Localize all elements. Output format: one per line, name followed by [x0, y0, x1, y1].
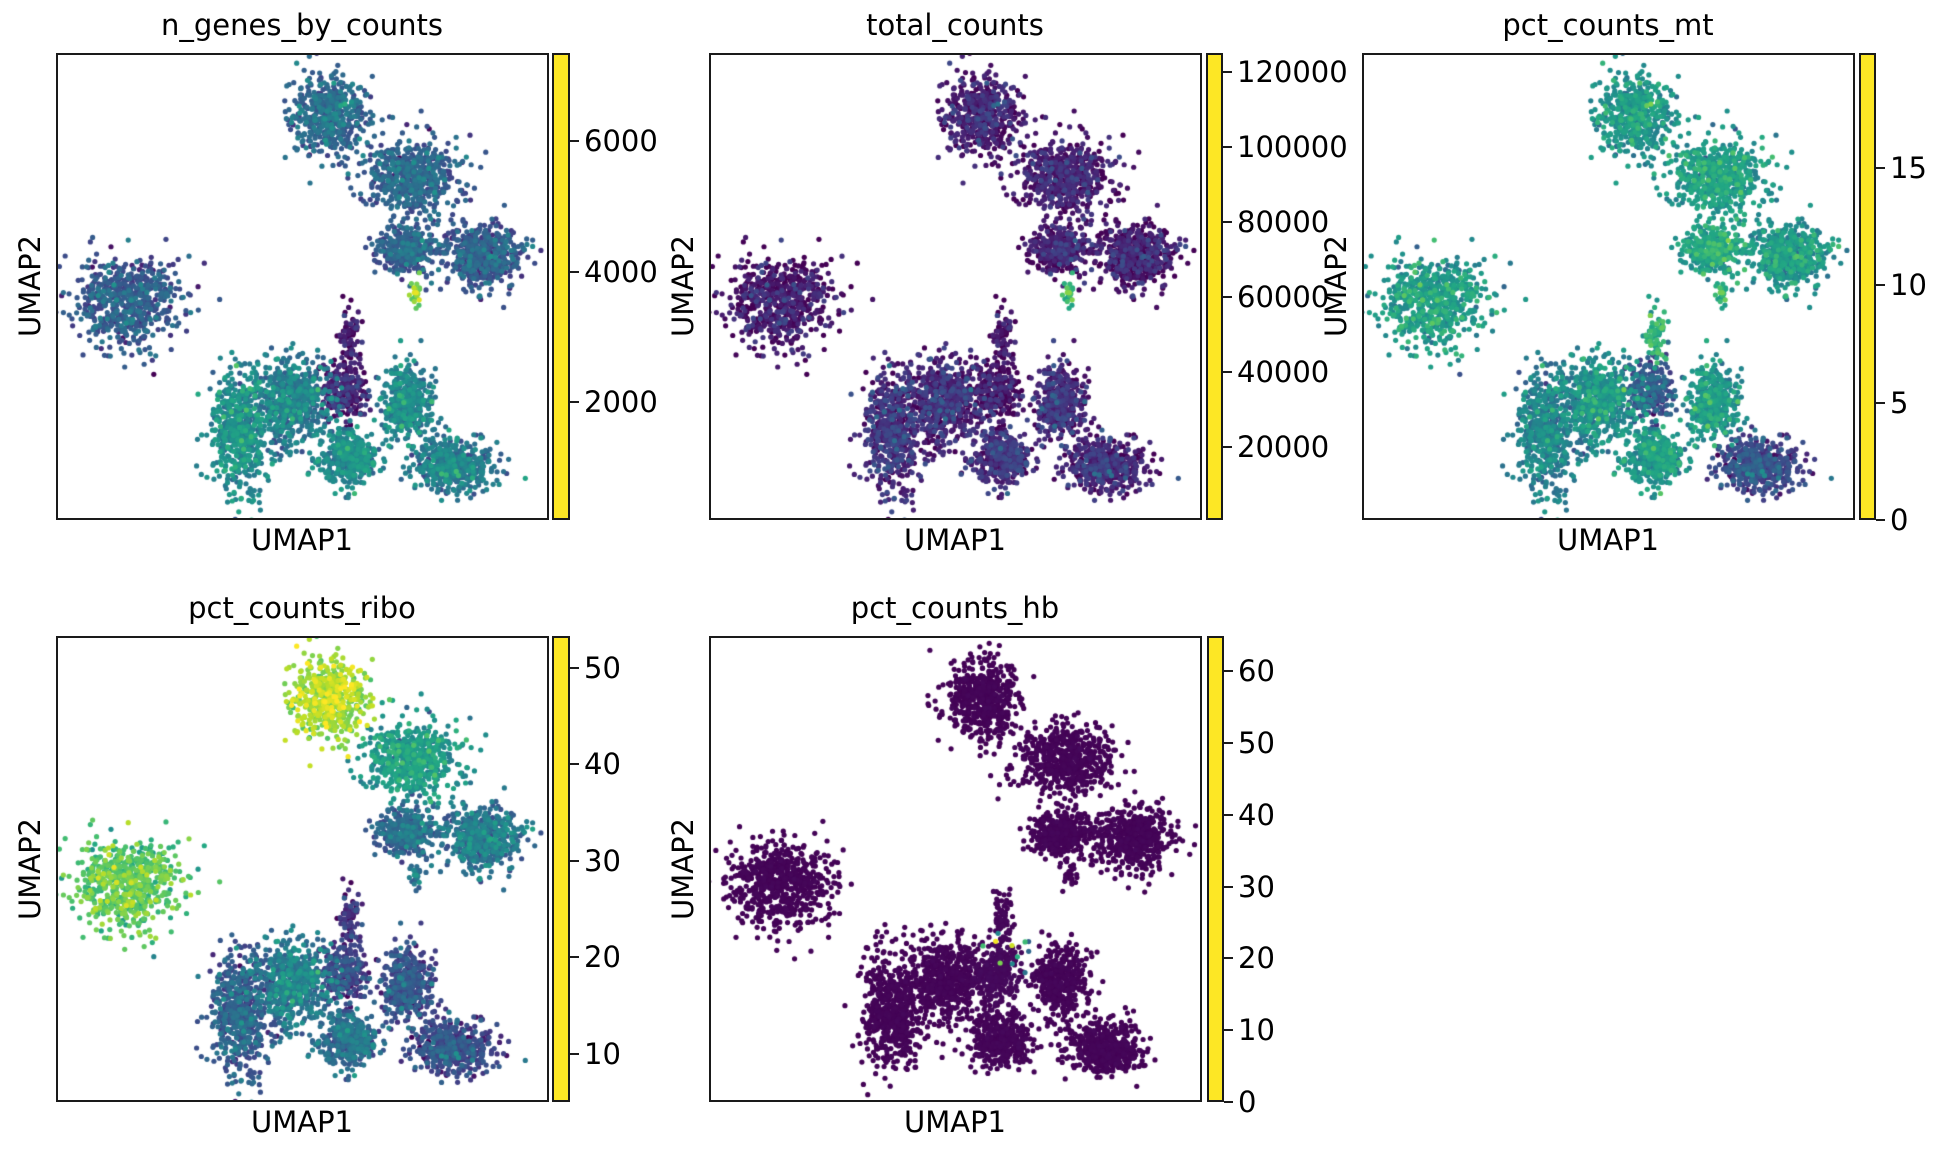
- colorbar-tick: [1876, 401, 1885, 404]
- colorbar-tick-label: 80000: [1237, 204, 1330, 239]
- colorbar-tick: [1223, 370, 1232, 373]
- colorbar-tick: [570, 956, 579, 959]
- x-axis-label: UMAP1: [250, 523, 354, 557]
- colorbar-tick-label: 120000: [1237, 54, 1348, 89]
- y-axis-label: UMAP2: [13, 817, 47, 921]
- colorbar-tick-label: 5: [1890, 385, 1909, 420]
- y-axis-label: UMAP2: [666, 817, 700, 921]
- colorbar-tick: [1876, 166, 1885, 169]
- colorbar-tick: [1224, 741, 1233, 744]
- colorbar-tick-label: 40000: [1237, 354, 1330, 389]
- scatter-points: [58, 638, 547, 1100]
- colorbar-tick-label: 60000: [1237, 279, 1330, 314]
- colorbar-tick: [1876, 284, 1885, 287]
- colorbar: [1859, 53, 1876, 520]
- colorbar-tick-label: 10: [584, 1036, 621, 1071]
- colorbar-tick-label: 10: [1890, 268, 1927, 303]
- colorbar-tick: [1224, 1029, 1233, 1032]
- scatter-points: [58, 55, 547, 518]
- colorbar-tick: [1224, 957, 1233, 960]
- colorbar-tick-label: 10: [1238, 1013, 1275, 1048]
- scatter-plot-area: [709, 636, 1202, 1102]
- colorbar-tick: [570, 666, 579, 669]
- colorbar: [552, 636, 570, 1102]
- colorbar-tick-label: 20: [1238, 941, 1275, 976]
- colorbar: [552, 53, 570, 520]
- x-axis-label: UMAP1: [1556, 523, 1660, 557]
- colorbar-tick-label: 6000: [584, 124, 658, 159]
- colorbar-tick-label: 4000: [584, 254, 658, 289]
- chart-title: pct_counts_ribo: [188, 591, 416, 625]
- colorbar-tick: [1223, 445, 1232, 448]
- colorbar-tick: [570, 401, 579, 404]
- colorbar-tick: [570, 140, 579, 143]
- chart-title: total_counts: [866, 8, 1044, 42]
- x-axis-label: UMAP1: [250, 1105, 354, 1139]
- colorbar-tick: [1224, 813, 1233, 816]
- scatter-plot-area: [56, 53, 549, 520]
- scatter-plot-area: [709, 53, 1202, 520]
- x-axis-label: UMAP1: [903, 523, 1007, 557]
- colorbar-tick-label: 2000: [584, 385, 658, 420]
- x-axis-label: UMAP1: [903, 1105, 1007, 1139]
- chart-title: pct_counts_hb: [850, 591, 1060, 625]
- colorbar-tick-label: 0: [1238, 1085, 1257, 1119]
- colorbar-tick: [1223, 295, 1232, 298]
- colorbar-tick: [570, 763, 579, 766]
- colorbar-tick: [1223, 70, 1232, 73]
- colorbar-tick: [570, 270, 579, 273]
- colorbar-tick-label: 0: [1890, 503, 1909, 537]
- colorbar-tick-label: 30: [584, 843, 621, 878]
- colorbar-tick: [1224, 1101, 1233, 1103]
- chart-title: n_genes_by_counts: [161, 8, 443, 42]
- colorbar-tick: [1224, 670, 1233, 673]
- colorbar-tick-label: 20: [584, 940, 621, 975]
- colorbar-tick-label: 50: [1238, 725, 1275, 760]
- colorbar-tick-label: 20000: [1237, 429, 1330, 464]
- y-axis-label: UMAP2: [666, 234, 700, 338]
- y-axis-label: UMAP2: [13, 234, 47, 338]
- colorbar-tick-label: 40: [584, 747, 621, 782]
- scatter-points: [711, 638, 1200, 1100]
- colorbar-tick-label: 50: [584, 650, 621, 685]
- colorbar-tick: [1876, 519, 1885, 521]
- colorbar-tick-label: 100000: [1237, 129, 1348, 164]
- colorbar: [1207, 636, 1224, 1102]
- colorbar-tick-label: 30: [1238, 869, 1275, 904]
- colorbar-tick: [570, 1052, 579, 1055]
- colorbar-tick-label: 15: [1890, 150, 1927, 185]
- scatter-plot-area: [1362, 53, 1855, 520]
- colorbar-tick-label: 60: [1238, 654, 1275, 689]
- scatter-points: [711, 55, 1200, 518]
- colorbar-tick-label: 40: [1238, 797, 1275, 832]
- colorbar-tick: [1223, 220, 1232, 223]
- scatter-plot-area: [56, 636, 549, 1102]
- colorbar-tick: [570, 859, 579, 862]
- colorbar-tick: [1223, 145, 1232, 148]
- colorbar: [1206, 53, 1223, 520]
- scatter-points: [1364, 55, 1853, 518]
- chart-title: pct_counts_mt: [1502, 8, 1714, 42]
- colorbar-tick: [1224, 885, 1233, 888]
